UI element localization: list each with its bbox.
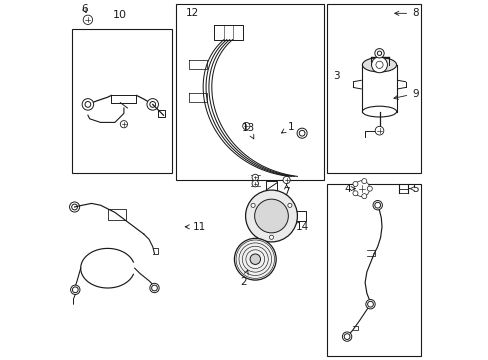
Text: 5: 5: [408, 184, 418, 194]
Text: 2: 2: [240, 270, 248, 287]
Circle shape: [371, 57, 386, 73]
Circle shape: [72, 287, 78, 293]
Circle shape: [269, 235, 273, 239]
Text: 7: 7: [283, 184, 289, 197]
Ellipse shape: [362, 106, 396, 117]
Bar: [176, 4, 323, 180]
Text: 10: 10: [113, 10, 127, 20]
Text: 1: 1: [281, 122, 294, 133]
Circle shape: [296, 128, 306, 138]
Circle shape: [344, 334, 349, 339]
Circle shape: [82, 99, 94, 110]
Text: 11: 11: [185, 222, 206, 232]
Circle shape: [69, 202, 80, 212]
Circle shape: [287, 203, 291, 207]
Circle shape: [374, 202, 380, 208]
Circle shape: [149, 102, 155, 107]
Circle shape: [352, 191, 357, 196]
Circle shape: [151, 285, 157, 291]
Text: 12: 12: [185, 8, 198, 18]
Circle shape: [283, 176, 289, 184]
Circle shape: [120, 121, 127, 128]
Text: 13: 13: [241, 123, 254, 139]
Text: 4: 4: [344, 184, 354, 194]
Circle shape: [251, 174, 258, 181]
Text: 9: 9: [393, 89, 418, 99]
Circle shape: [375, 61, 382, 68]
Circle shape: [242, 122, 249, 130]
Circle shape: [249, 254, 260, 264]
Circle shape: [361, 179, 366, 184]
Circle shape: [355, 183, 367, 194]
Text: 14: 14: [295, 222, 308, 232]
Circle shape: [250, 203, 255, 207]
Text: 6: 6: [81, 4, 87, 14]
Bar: [72, 29, 172, 173]
Circle shape: [352, 181, 357, 186]
Ellipse shape: [362, 58, 396, 72]
Circle shape: [254, 199, 288, 233]
Circle shape: [361, 194, 366, 199]
Circle shape: [377, 51, 381, 55]
Circle shape: [72, 204, 77, 210]
Bar: [326, 4, 420, 173]
Circle shape: [367, 301, 373, 307]
Circle shape: [374, 49, 384, 58]
Circle shape: [251, 180, 258, 187]
Circle shape: [234, 238, 276, 280]
Circle shape: [85, 102, 91, 107]
Circle shape: [342, 332, 351, 341]
Bar: [326, 184, 420, 356]
Circle shape: [366, 186, 371, 191]
Circle shape: [146, 99, 158, 110]
Circle shape: [365, 300, 374, 309]
Circle shape: [245, 190, 297, 242]
Circle shape: [372, 201, 382, 210]
Text: 8: 8: [394, 8, 418, 18]
Circle shape: [149, 283, 159, 293]
Circle shape: [374, 126, 383, 135]
Circle shape: [353, 181, 369, 197]
Circle shape: [70, 285, 80, 294]
Circle shape: [83, 15, 92, 24]
Text: 3: 3: [332, 71, 339, 81]
Circle shape: [299, 130, 305, 136]
